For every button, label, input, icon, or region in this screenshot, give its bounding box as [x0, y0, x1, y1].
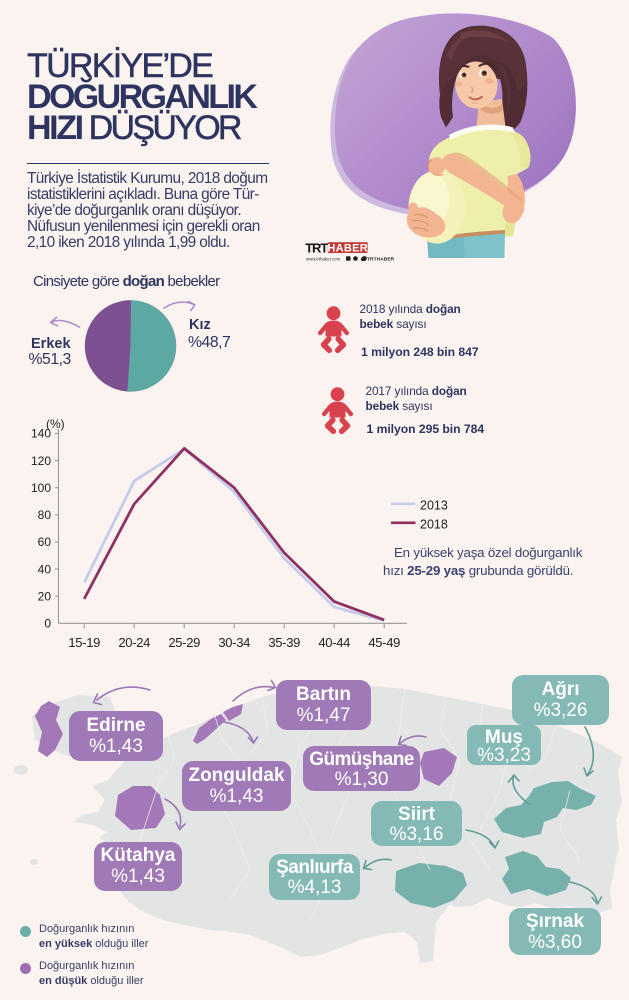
svg-text:(%): (%): [46, 417, 65, 431]
svg-text:100: 100: [31, 481, 51, 495]
svg-text:20: 20: [38, 589, 52, 603]
svg-text:25-29: 25-29: [168, 635, 200, 650]
svg-text:0: 0: [44, 617, 51, 631]
svg-text:www.trthaber.com: www.trthaber.com: [306, 257, 341, 262]
svg-text:15-19: 15-19: [68, 635, 100, 650]
svg-text:20-24: 20-24: [118, 635, 150, 650]
svg-text:2013: 2013: [420, 498, 448, 512]
svg-text:30-34: 30-34: [218, 635, 250, 650]
svg-text:HABER: HABER: [327, 242, 368, 254]
svg-text:60: 60: [38, 535, 52, 549]
svg-text:40: 40: [38, 562, 52, 576]
svg-text:40-44: 40-44: [318, 635, 350, 650]
svg-text:TRTHABER: TRTHABER: [367, 257, 395, 263]
svg-text:TRT: TRT: [305, 241, 328, 256]
svg-text:45-49: 45-49: [368, 635, 400, 650]
svg-text:120: 120: [31, 454, 51, 468]
svg-text:140: 140: [31, 427, 51, 441]
svg-text:2018: 2018: [420, 517, 448, 531]
svg-text:80: 80: [38, 508, 52, 522]
svg-text:35-39: 35-39: [268, 635, 300, 650]
